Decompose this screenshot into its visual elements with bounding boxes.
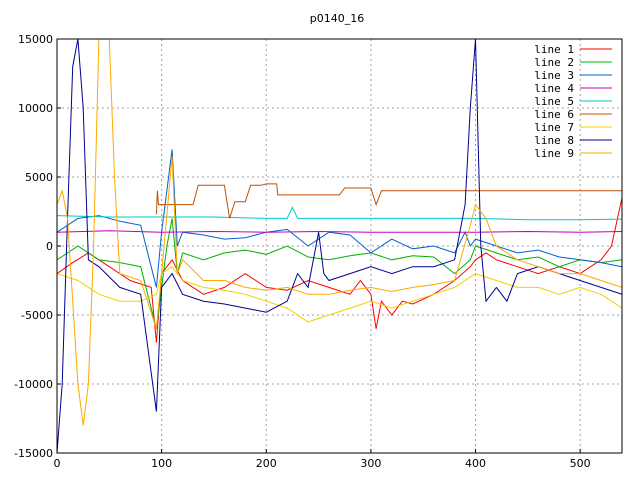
series-line-4 — [57, 230, 622, 233]
x-tick-label: 300 — [360, 457, 381, 470]
x-tick-label: 400 — [465, 457, 486, 470]
y-tick-label: 15000 — [18, 33, 53, 46]
plot-frame — [56, 38, 623, 454]
series-group — [57, 39, 622, 453]
series-line-3 — [57, 149, 622, 288]
legend-label: line 6 — [534, 108, 574, 121]
y-tick-label: -15000 — [14, 447, 53, 460]
legend-label: line 1 — [534, 43, 574, 56]
legend-label: line 4 — [534, 82, 574, 95]
legend-label: line 2 — [534, 56, 574, 69]
chart-title: p0140_16 — [310, 12, 364, 25]
series-line-8 — [57, 39, 622, 453]
grid — [56, 38, 622, 454]
series-line-9 — [57, 39, 622, 426]
legend-label: line 8 — [534, 134, 574, 147]
legend-label: line 9 — [534, 147, 574, 160]
y-tick-label: 0 — [46, 240, 53, 253]
series-line-6 — [155, 183, 622, 219]
y-tick-label: 5000 — [25, 171, 53, 184]
legend-label: line 7 — [534, 121, 574, 134]
y-tick-label: -10000 — [14, 378, 53, 391]
legend-label: line 5 — [534, 95, 574, 108]
series-line-1 — [57, 197, 622, 343]
series-line-5 — [57, 206, 622, 221]
legend-label: line 3 — [534, 69, 574, 82]
x-tick-label: 0 — [54, 457, 61, 470]
x-tick-label: 100 — [151, 457, 172, 470]
y-tick-label: -5000 — [21, 309, 53, 322]
tick-labels: 0 100 200 300 400 500 -15000 -10000 -5000 0 5000 10… — [14, 33, 591, 470]
y-tick-label: 10000 — [18, 102, 53, 115]
x-tick-label: 200 — [256, 457, 277, 470]
x-tick-label: 500 — [570, 457, 591, 470]
series-line-7 — [57, 266, 622, 323]
